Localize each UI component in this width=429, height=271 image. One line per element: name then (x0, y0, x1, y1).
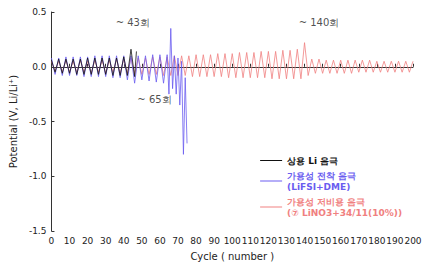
svg-text:50: 50 (136, 236, 148, 246)
svg-text:80: 80 (190, 236, 202, 246)
svg-text:160: 160 (332, 236, 349, 246)
svg-text:30: 30 (100, 236, 112, 246)
svg-text:150: 150 (314, 236, 331, 246)
svg-text:180: 180 (368, 236, 385, 246)
svg-text:140: 140 (296, 236, 313, 246)
svg-text:100: 100 (224, 236, 241, 246)
svg-text:90: 90 (208, 236, 220, 246)
svg-text:0: 0 (49, 236, 55, 246)
svg-text:가용성 전착 음극: 가용성 전착 음극 (287, 171, 356, 181)
svg-text:60: 60 (154, 236, 166, 246)
svg-text:110: 110 (242, 236, 259, 246)
svg-text:-0.5: -0.5 (29, 117, 47, 127)
svg-text:~ 43회: ~ 43회 (116, 17, 150, 28)
svg-text:20: 20 (82, 236, 94, 246)
svg-text:120: 120 (260, 236, 277, 246)
svg-text:Potential (V, Li/Li⁺): Potential (V, Li/Li⁺) (8, 75, 19, 168)
svg-text:상용 Li 음극: 상용 Li 음극 (287, 156, 338, 166)
svg-text:Cycle ( number ): Cycle ( number ) (190, 251, 274, 262)
svg-text:~ 65회: ~ 65회 (137, 94, 171, 105)
svg-text:70: 70 (172, 236, 184, 246)
svg-text:190: 190 (386, 236, 403, 246)
svg-text:(⑦ LiNO3+34/11(10%)): (⑦ LiNO3+34/11(10%)) (287, 208, 402, 218)
svg-text:170: 170 (350, 236, 367, 246)
svg-text:130: 130 (278, 236, 295, 246)
svg-text:-1.5: -1.5 (29, 226, 47, 236)
svg-text:(LiFSI+DME): (LiFSI+DME) (287, 182, 350, 192)
svg-text:0.5: 0.5 (32, 7, 46, 17)
svg-text:200: 200 (404, 236, 421, 246)
svg-text:~ 140회: ~ 140회 (299, 17, 340, 28)
svg-text:10: 10 (64, 236, 76, 246)
svg-text:40: 40 (118, 236, 130, 246)
svg-text:0.0: 0.0 (32, 62, 47, 72)
svg-text:가용성 저비용 음극: 가용성 저비용 음극 (287, 197, 365, 207)
svg-text:-1.0: -1.0 (29, 171, 47, 181)
